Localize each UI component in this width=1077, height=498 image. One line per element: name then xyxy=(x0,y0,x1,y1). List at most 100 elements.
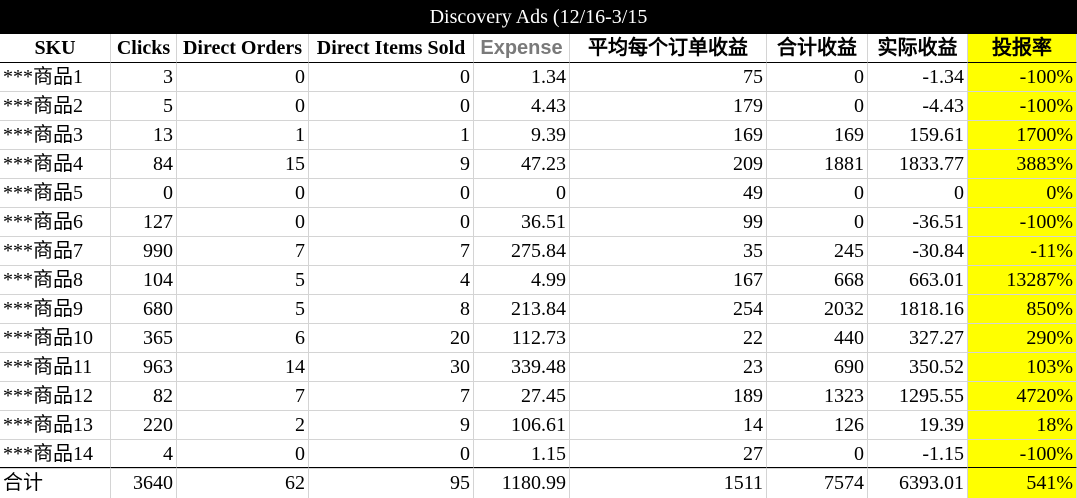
total-cell[interactable]: 95 xyxy=(309,467,474,498)
table-cell[interactable]: 990 xyxy=(111,237,177,266)
sku-cell[interactable]: ***商品5 xyxy=(0,179,111,208)
table-cell[interactable]: 15 xyxy=(177,150,309,179)
table-cell[interactable]: 0 xyxy=(767,179,868,208)
total-cell[interactable]: 541% xyxy=(968,467,1077,498)
table-cell[interactable]: 0 xyxy=(177,63,309,92)
table-cell[interactable]: 27 xyxy=(570,440,767,469)
table-cell[interactable]: 5 xyxy=(177,266,309,295)
table-cell[interactable]: -11% xyxy=(968,237,1077,266)
table-cell[interactable]: 126 xyxy=(767,411,868,440)
table-cell[interactable]: 668 xyxy=(767,266,868,295)
sku-cell[interactable]: ***商品11 xyxy=(0,353,111,382)
table-cell[interactable]: -30.84 xyxy=(868,237,968,266)
table-cell[interactable]: 36.51 xyxy=(474,208,570,237)
total-cell[interactable]: 6393.01 xyxy=(868,467,968,498)
table-cell[interactable]: 0 xyxy=(111,179,177,208)
total-cell[interactable]: 62 xyxy=(177,467,309,498)
table-cell[interactable]: 14 xyxy=(570,411,767,440)
table-cell[interactable]: 0 xyxy=(309,179,474,208)
table-cell[interactable]: 275.84 xyxy=(474,237,570,266)
table-cell[interactable]: 1700% xyxy=(968,121,1077,150)
table-cell[interactable]: 245 xyxy=(767,237,868,266)
table-cell[interactable]: 254 xyxy=(570,295,767,324)
sku-cell[interactable]: ***商品4 xyxy=(0,150,111,179)
table-cell[interactable]: 4 xyxy=(309,266,474,295)
table-cell[interactable]: 9.39 xyxy=(474,121,570,150)
column-header[interactable]: Direct Items Sold xyxy=(309,34,474,63)
table-cell[interactable]: 1818.16 xyxy=(868,295,968,324)
table-cell[interactable]: 189 xyxy=(570,382,767,411)
table-cell[interactable]: 663.01 xyxy=(868,266,968,295)
column-header[interactable]: Clicks xyxy=(111,34,177,63)
table-cell[interactable]: 1.15 xyxy=(474,440,570,469)
table-cell[interactable]: 1 xyxy=(177,121,309,150)
table-cell[interactable]: 13 xyxy=(111,121,177,150)
column-header[interactable]: Direct Orders xyxy=(177,34,309,63)
column-header[interactable]: Expense xyxy=(474,34,570,63)
table-cell[interactable]: 35 xyxy=(570,237,767,266)
table-cell[interactable]: 9 xyxy=(309,150,474,179)
table-cell[interactable]: 7 xyxy=(177,382,309,411)
table-cell[interactable]: 167 xyxy=(570,266,767,295)
table-cell[interactable]: 82 xyxy=(111,382,177,411)
table-cell[interactable]: 7 xyxy=(177,237,309,266)
column-header[interactable]: 平均每个订单收益 xyxy=(570,34,767,63)
table-cell[interactable]: 1833.77 xyxy=(868,150,968,179)
table-cell[interactable]: -100% xyxy=(968,208,1077,237)
table-cell[interactable]: 4 xyxy=(111,440,177,469)
sku-cell[interactable]: ***商品3 xyxy=(0,121,111,150)
table-cell[interactable]: 1.34 xyxy=(474,63,570,92)
table-cell[interactable]: 23 xyxy=(570,353,767,382)
table-cell[interactable]: 106.61 xyxy=(474,411,570,440)
sku-cell[interactable]: ***商品9 xyxy=(0,295,111,324)
table-cell[interactable]: 9 xyxy=(309,411,474,440)
column-header[interactable]: 合计收益 xyxy=(767,34,868,63)
table-cell[interactable]: -4.43 xyxy=(868,92,968,121)
table-cell[interactable]: 0 xyxy=(177,440,309,469)
table-cell[interactable]: 14 xyxy=(177,353,309,382)
table-cell[interactable]: 2 xyxy=(177,411,309,440)
sku-cell[interactable]: ***商品14 xyxy=(0,440,111,469)
table-cell[interactable]: 0 xyxy=(309,63,474,92)
table-cell[interactable]: 4.99 xyxy=(474,266,570,295)
table-cell[interactable]: 1 xyxy=(309,121,474,150)
table-cell[interactable]: 1295.55 xyxy=(868,382,968,411)
table-cell[interactable]: 339.48 xyxy=(474,353,570,382)
sku-cell[interactable]: ***商品8 xyxy=(0,266,111,295)
table-cell[interactable]: 5 xyxy=(111,92,177,121)
table-cell[interactable]: 0 xyxy=(309,440,474,469)
table-cell[interactable]: 0 xyxy=(767,63,868,92)
table-cell[interactable]: 18% xyxy=(968,411,1077,440)
table-cell[interactable]: 850% xyxy=(968,295,1077,324)
total-cell[interactable]: 3640 xyxy=(111,467,177,498)
sku-cell[interactable]: ***商品2 xyxy=(0,92,111,121)
table-cell[interactable]: 30 xyxy=(309,353,474,382)
sku-cell[interactable]: ***商品7 xyxy=(0,237,111,266)
table-cell[interactable]: 4.43 xyxy=(474,92,570,121)
table-cell[interactable]: -100% xyxy=(968,92,1077,121)
table-cell[interactable]: 8 xyxy=(309,295,474,324)
table-cell[interactable]: 127 xyxy=(111,208,177,237)
table-cell[interactable]: 19.39 xyxy=(868,411,968,440)
table-cell[interactable]: 84 xyxy=(111,150,177,179)
table-cell[interactable]: -100% xyxy=(968,63,1077,92)
table-cell[interactable]: 290% xyxy=(968,324,1077,353)
table-cell[interactable]: 350.52 xyxy=(868,353,968,382)
table-cell[interactable]: 7 xyxy=(309,382,474,411)
table-cell[interactable]: 440 xyxy=(767,324,868,353)
table-cell[interactable]: 27.45 xyxy=(474,382,570,411)
table-cell[interactable]: 220 xyxy=(111,411,177,440)
table-cell[interactable]: 209 xyxy=(570,150,767,179)
table-cell[interactable]: 0 xyxy=(868,179,968,208)
table-cell[interactable]: 0 xyxy=(309,92,474,121)
table-cell[interactable]: 159.61 xyxy=(868,121,968,150)
table-cell[interactable]: 4720% xyxy=(968,382,1077,411)
table-cell[interactable]: 1323 xyxy=(767,382,868,411)
table-cell[interactable]: 0 xyxy=(767,440,868,469)
table-cell[interactable]: 20 xyxy=(309,324,474,353)
table-cell[interactable]: 963 xyxy=(111,353,177,382)
table-cell[interactable]: 22 xyxy=(570,324,767,353)
table-cell[interactable]: 6 xyxy=(177,324,309,353)
table-cell[interactable]: 112.73 xyxy=(474,324,570,353)
table-cell[interactable]: -100% xyxy=(968,440,1077,469)
